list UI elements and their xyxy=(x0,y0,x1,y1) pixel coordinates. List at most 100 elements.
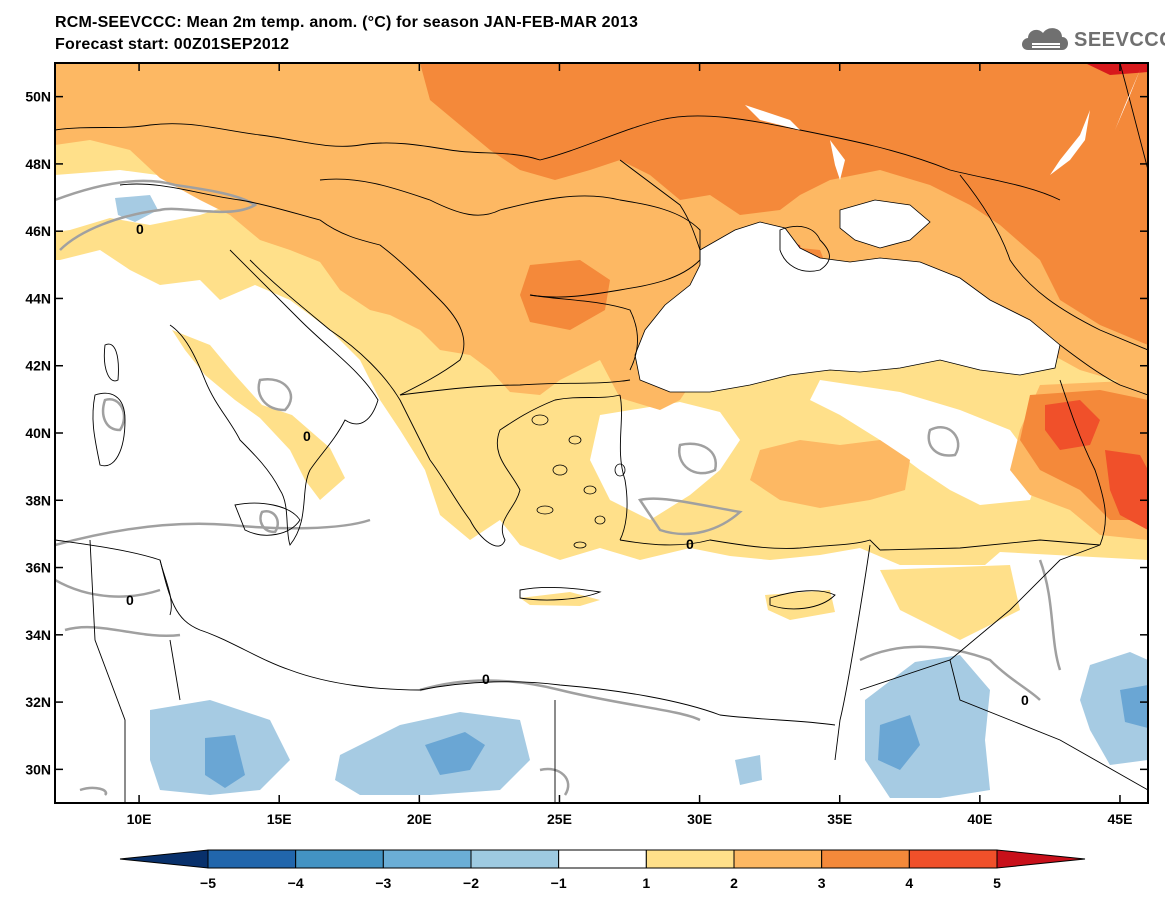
anomaly-band-4-5 xyxy=(1105,450,1148,530)
zero-contour xyxy=(257,377,293,412)
zero-contour xyxy=(419,679,701,722)
lat-tick-label: 44N xyxy=(25,290,51,306)
zero-contour xyxy=(55,578,161,598)
anomaly-band-2-3 xyxy=(750,440,910,508)
zero-contour xyxy=(101,398,126,432)
coastline-levant xyxy=(834,544,871,761)
border-balkans xyxy=(379,244,465,396)
lon-tick-label: 15E xyxy=(267,811,292,827)
coastline-crete xyxy=(519,586,602,601)
sea-of-azov xyxy=(839,199,931,249)
colorbar-segment xyxy=(645,849,735,869)
lon-tick-label: 40E xyxy=(967,811,992,827)
forecast-start-label: Forecast start: 00Z01SEP2012 xyxy=(55,36,290,53)
zero-contour xyxy=(1038,559,1062,671)
logo-text: SEEVCCC xyxy=(1074,29,1165,51)
coastline-sicily xyxy=(234,502,301,536)
colorbar-tick-label: −2 xyxy=(463,875,479,891)
colorbar-tick-label: 4 xyxy=(905,875,913,891)
colorbar-segment xyxy=(558,849,647,869)
zero-contour xyxy=(927,426,960,457)
lat-tick-label: 38N xyxy=(25,492,51,508)
lat-tick-label: 46N xyxy=(25,223,51,239)
colorbar-segment xyxy=(908,849,998,869)
lon-tick-label: 10E xyxy=(127,811,152,827)
lat-tick-label: 36N xyxy=(25,560,51,576)
zero-contour xyxy=(859,645,1041,701)
map-title: RCM-SEEVCCC: Mean 2m temp. anom. (°C) fo… xyxy=(55,14,639,31)
colorbar-tick-label: −3 xyxy=(375,875,391,891)
coastline-italy xyxy=(169,249,379,546)
colorbar-tick-label: −1 xyxy=(551,875,567,891)
river xyxy=(1050,110,1090,175)
anomaly-band-3-4 xyxy=(420,63,1148,345)
longitude-ticks: 10E 15E 20E 25E 30E 35E 40E 45E xyxy=(127,63,1133,827)
border-bulgaria xyxy=(529,294,638,371)
anomaly-band-m1-m2 xyxy=(1080,652,1148,765)
colorbar: −5 −4 −3 −2 −1 1 2 3 4 5 xyxy=(119,849,1086,891)
coastline-adriatic-east xyxy=(249,259,431,461)
contour-label: 0 xyxy=(126,592,134,608)
zero-contour xyxy=(55,518,371,547)
cloud-icon xyxy=(1022,28,1068,50)
anomaly-near-zero-region xyxy=(590,402,740,520)
border-caucasus xyxy=(1059,344,1148,396)
anomaly-near-zero-region xyxy=(810,380,1040,505)
coastline-caspian xyxy=(1119,63,1148,171)
coastline-crimea xyxy=(779,226,830,272)
zero-contour xyxy=(79,786,108,796)
border-hungary xyxy=(319,178,501,216)
colorbar-tick-label: 2 xyxy=(730,875,738,891)
lat-tick-label: 34N xyxy=(25,627,51,643)
anomaly-band-1-2 xyxy=(172,330,345,500)
latitude-ticks: 30N 32N 34N 36N 38N 40N 42N 44N 46N 48N 50N xyxy=(25,89,1148,777)
black-sea xyxy=(634,221,1061,393)
anomaly-band-m2-m3 xyxy=(205,735,245,788)
river xyxy=(830,140,845,180)
colorbar-segment xyxy=(382,849,472,869)
contour-label: 0 xyxy=(482,671,490,687)
anomaly-band-gt-5 xyxy=(1085,63,1148,75)
coastline-tunisia-east xyxy=(159,559,172,616)
contour-label: 0 xyxy=(1021,692,1029,708)
lat-tick-label: 32N xyxy=(25,694,51,710)
anomaly-band-1-2 xyxy=(520,592,600,606)
zero-contour xyxy=(64,625,181,638)
border-central-europe xyxy=(55,123,541,161)
zero-contour xyxy=(677,442,717,475)
border-turkey-syria xyxy=(879,539,1101,551)
anomaly-near-zero-region xyxy=(55,255,190,330)
anomaly-band-1-2 xyxy=(880,565,1020,640)
contour-label: 0 xyxy=(303,428,311,444)
lon-tick-label: 35E xyxy=(827,811,852,827)
border-libya-tunisia xyxy=(169,639,181,701)
coastline-turkey-south xyxy=(619,539,881,551)
colorbar-tick-label: 1 xyxy=(642,875,650,891)
border-romania xyxy=(499,195,701,298)
lon-tick-label: 30E xyxy=(687,811,712,827)
border-turkey-east xyxy=(1059,379,1106,546)
lat-tick-label: 50N xyxy=(25,89,51,105)
zero-contours xyxy=(55,179,1062,796)
island xyxy=(583,485,597,495)
island xyxy=(614,463,626,477)
aegean-islands xyxy=(531,414,626,549)
lat-tick-label: 40N xyxy=(25,425,51,441)
coastline-cyprus xyxy=(769,590,836,610)
zero-contour xyxy=(637,497,743,536)
colorbar-tick-label: −4 xyxy=(288,875,304,891)
colorbar-segment xyxy=(470,849,560,869)
river xyxy=(1115,70,1140,130)
seevccc-logo: SEEVCCC xyxy=(1018,22,1165,56)
lon-tick-label: 45E xyxy=(1108,811,1133,827)
anomaly-band-4-5 xyxy=(1045,400,1100,450)
zero-contour xyxy=(539,767,570,796)
island xyxy=(573,541,587,549)
contour-label: 0 xyxy=(136,221,144,237)
zero-contour xyxy=(259,510,279,534)
coastline-sardinia xyxy=(92,392,126,467)
anomaly-band-1-2 xyxy=(765,590,835,620)
coastline-turkey-west xyxy=(619,394,628,541)
border-syria-iraq xyxy=(949,544,1101,661)
colorbar-segment xyxy=(733,849,823,869)
